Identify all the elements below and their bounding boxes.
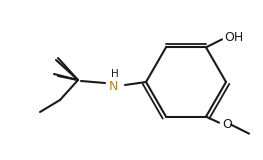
Text: H: H — [111, 69, 119, 79]
Text: O: O — [222, 118, 232, 131]
Text: N: N — [108, 80, 118, 92]
Text: OH: OH — [224, 31, 243, 44]
